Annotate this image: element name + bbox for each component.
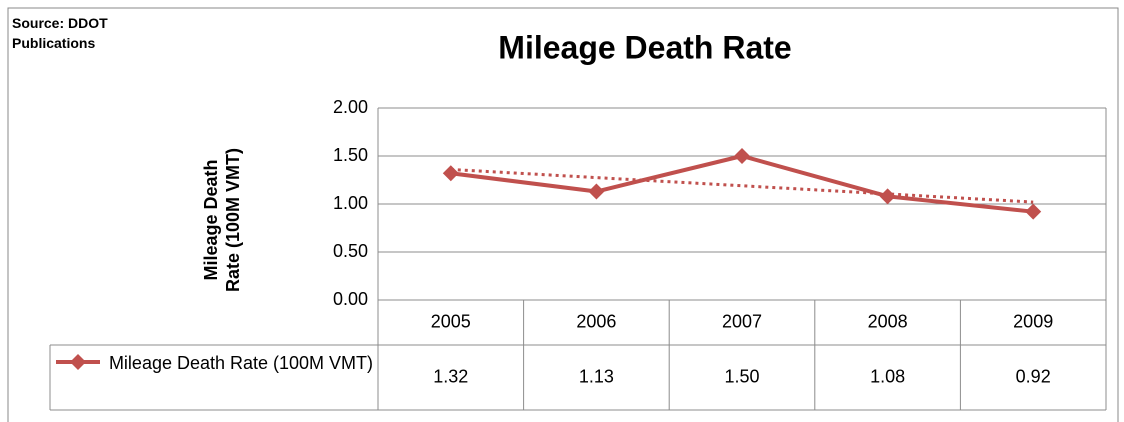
y-tick-label: 1.50 <box>333 145 368 165</box>
legend-label: Mileage Death Rate (100M VMT) <box>108 353 374 373</box>
point-marker <box>734 148 750 164</box>
y-tick-label: 0.00 <box>333 289 368 309</box>
x-tick-label: 2006 <box>576 311 616 331</box>
table-value: 1.32 <box>433 366 468 386</box>
x-tick-label: 2009 <box>1013 311 1053 331</box>
table-value: 1.50 <box>724 366 759 386</box>
series-line <box>450 154 1034 214</box>
point-marker <box>1025 203 1042 220</box>
chart-title: Mileage Death Rate <box>498 29 791 65</box>
table-value: 1.08 <box>870 366 905 386</box>
y-axis-title: Mileage Death Rate (100M VMT) <box>201 147 243 293</box>
y-tick-label: 2.00 <box>333 97 368 117</box>
x-tick-label: 2008 <box>868 311 908 331</box>
x-tick-label: 2007 <box>722 311 762 331</box>
source-note: Source: DDOT Publications <box>12 15 108 51</box>
table-value: 0.92 <box>1016 366 1051 386</box>
point-marker <box>442 165 459 182</box>
chart-frame <box>7 7 1119 422</box>
table-value: 1.13 <box>579 366 614 386</box>
point-marker <box>879 188 896 205</box>
legend-marker <box>70 354 86 370</box>
y-tick-label: 1.00 <box>333 193 368 213</box>
x-tick-label: 2005 <box>431 311 471 331</box>
point-marker <box>588 183 605 200</box>
y-tick-label: 0.50 <box>333 241 368 261</box>
